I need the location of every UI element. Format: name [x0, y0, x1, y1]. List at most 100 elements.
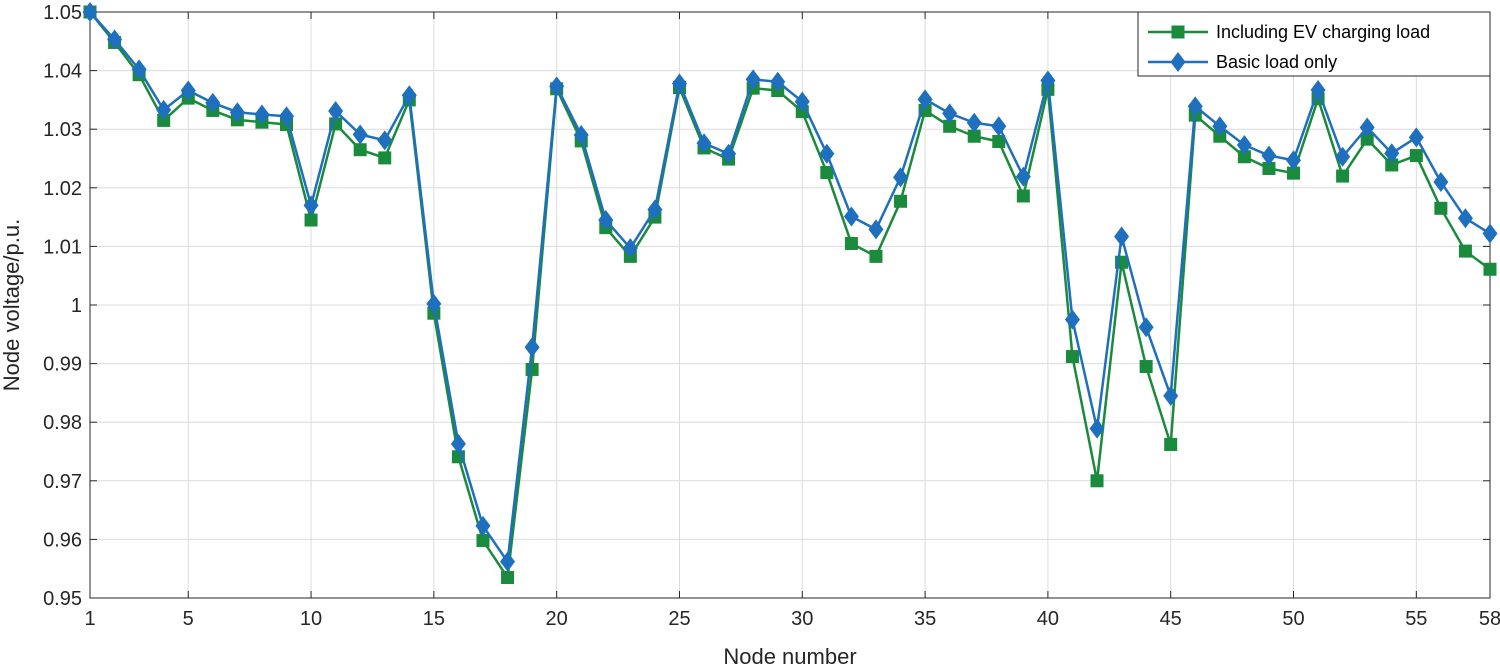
- data-point: [1310, 79, 1326, 100]
- data-point: [377, 130, 393, 151]
- y-tick-label: 1.01: [43, 236, 82, 258]
- legend-label: Basic load only: [1216, 52, 1337, 72]
- data-point: [549, 76, 565, 97]
- data-point: [229, 102, 245, 123]
- data-point: [1458, 244, 1472, 258]
- data-point: [1114, 226, 1130, 247]
- data-point: [1040, 70, 1056, 91]
- data-point: [156, 99, 172, 120]
- data-point: [1261, 145, 1277, 166]
- data-point: [991, 116, 1007, 137]
- x-tick-label: 50: [1282, 608, 1304, 630]
- x-tick-label: 1: [84, 608, 95, 630]
- data-point: [525, 362, 539, 376]
- x-tick-label: 5: [183, 608, 194, 630]
- data-point: [303, 195, 319, 216]
- data-point: [1408, 127, 1424, 148]
- legend-marker: [1170, 52, 1186, 72]
- y-tick-label: 0.95: [43, 588, 82, 610]
- data-point: [500, 551, 516, 572]
- data-point: [352, 124, 368, 145]
- data-point: [1359, 117, 1375, 138]
- data-point: [573, 125, 589, 146]
- data-point: [1483, 262, 1497, 276]
- data-point: [1089, 418, 1105, 439]
- y-tick-label: 0.97: [43, 471, 82, 493]
- data-point: [501, 570, 515, 584]
- y-tick-label: 1.04: [43, 61, 82, 83]
- data-point: [671, 73, 687, 94]
- series-line: [89, 11, 1491, 563]
- legend-label: Including EV charging load: [1216, 22, 1430, 42]
- data-point: [1236, 135, 1252, 156]
- data-point: [1065, 350, 1079, 364]
- legend-item: Basic load only: [1148, 52, 1337, 72]
- data-point: [524, 337, 540, 358]
- data-point: [622, 238, 638, 259]
- data-point: [1287, 166, 1301, 180]
- x-tick-label: 10: [300, 608, 322, 630]
- y-tick-label: 1.05: [43, 2, 82, 24]
- data-point: [894, 194, 908, 208]
- x-axis-title: Node number: [723, 644, 856, 667]
- x-tick-label: 35: [914, 608, 936, 630]
- data-point: [1409, 149, 1423, 163]
- data-point: [721, 143, 737, 164]
- data-point: [1016, 189, 1030, 203]
- data-point: [450, 433, 466, 454]
- legend-item: Including EV charging load: [1148, 22, 1430, 42]
- data-point: [1015, 166, 1031, 187]
- data-point: [1237, 150, 1251, 164]
- data-point: [1457, 208, 1473, 229]
- data-point: [647, 199, 663, 220]
- data-point: [794, 91, 810, 112]
- data-point: [426, 293, 442, 314]
- data-point: [401, 85, 417, 106]
- data-point: [1434, 201, 1448, 215]
- x-tick-label: 58: [1479, 608, 1500, 630]
- y-tick-label: 1.03: [43, 119, 82, 141]
- data-point: [476, 534, 490, 548]
- y-tick-label: 0.98: [43, 412, 82, 434]
- data-point: [1385, 158, 1399, 172]
- y-tick-label: 0.96: [43, 529, 82, 551]
- data-point: [82, 2, 98, 22]
- data-point: [844, 236, 858, 250]
- axis-ticks: 1 5 10 15 20 25 30 35 40 45 50 55 580.950.960.970.98…: [43, 2, 1500, 630]
- x-tick-label: 45: [1160, 608, 1182, 630]
- data-point: [967, 129, 981, 143]
- x-tick-label: 25: [668, 608, 690, 630]
- data-point: [1164, 437, 1178, 451]
- data-point: [1336, 169, 1350, 183]
- data-point: [917, 89, 933, 110]
- data-point: [254, 104, 270, 125]
- data-point: [893, 167, 909, 188]
- data-point: [1139, 360, 1153, 374]
- data-point: [868, 219, 884, 240]
- data-point: [869, 249, 883, 263]
- data-point: [205, 92, 221, 113]
- x-tick-label: 20: [546, 608, 568, 630]
- data-point: [378, 151, 392, 165]
- x-tick-label: 40: [1037, 608, 1059, 630]
- x-tick-label: 55: [1405, 608, 1427, 630]
- data-point: [1433, 171, 1449, 192]
- data-point: [475, 515, 491, 536]
- x-tick-label: 15: [423, 608, 445, 630]
- data-point: [278, 106, 294, 127]
- data-point: [1212, 116, 1228, 137]
- data-point: [328, 101, 344, 122]
- series-basic-load: [82, 2, 1498, 572]
- series: [82, 2, 1498, 584]
- y-tick-label: 0.99: [43, 354, 82, 376]
- data-point: [966, 112, 982, 133]
- data-point: [943, 119, 957, 133]
- data-point: [1360, 132, 1374, 146]
- y-tick-label: 1.02: [43, 178, 82, 200]
- data-point: [942, 103, 958, 124]
- data-point: [1187, 96, 1203, 117]
- y-axis-title: Node voltage/p.u.: [0, 219, 24, 391]
- data-point: [1384, 143, 1400, 164]
